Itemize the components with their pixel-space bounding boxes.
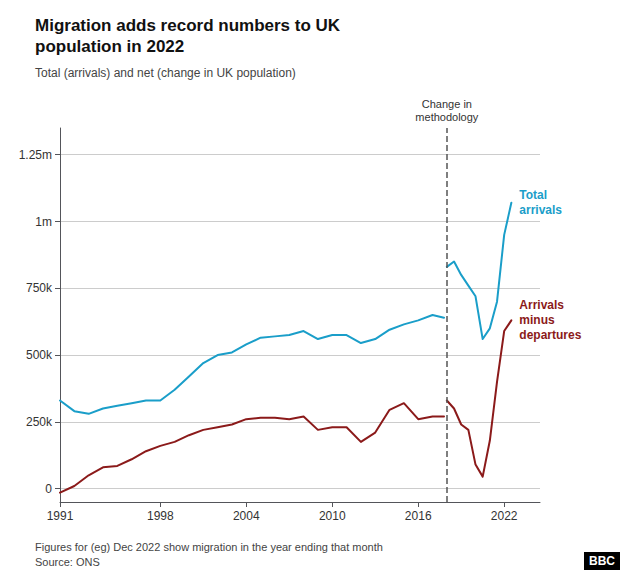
svg-text:Arrivals: Arrivals <box>519 298 564 312</box>
svg-text:methodology: methodology <box>415 111 478 123</box>
svg-text:BBC: BBC <box>589 554 615 568</box>
svg-text:minus: minus <box>519 313 555 327</box>
svg-text:0: 0 <box>45 482 52 496</box>
svg-text:departures: departures <box>519 328 581 342</box>
svg-text:1.25m: 1.25m <box>19 148 52 162</box>
svg-text:750k: 750k <box>26 281 53 295</box>
svg-text:250k: 250k <box>26 415 53 429</box>
svg-text:1991: 1991 <box>47 509 74 523</box>
svg-text:1998: 1998 <box>147 509 174 523</box>
svg-text:arrivals: arrivals <box>519 203 562 217</box>
svg-text:Migration adds record numbers: Migration adds record numbers to UK <box>35 16 341 35</box>
svg-text:population in 2022: population in 2022 <box>35 37 184 56</box>
svg-text:Change in: Change in <box>422 98 472 110</box>
svg-text:2010: 2010 <box>319 509 346 523</box>
svg-text:2022: 2022 <box>491 509 518 523</box>
svg-text:Total (arrivals) and net (chan: Total (arrivals) and net (change in UK p… <box>35 66 296 80</box>
svg-text:Total: Total <box>519 188 547 202</box>
svg-text:2016: 2016 <box>405 509 432 523</box>
svg-text:500k: 500k <box>26 348 53 362</box>
svg-text:1m: 1m <box>35 215 52 229</box>
svg-text:Figures for (eg) Dec 2022 show: Figures for (eg) Dec 2022 show migration… <box>35 541 383 553</box>
svg-text:2004: 2004 <box>233 509 260 523</box>
svg-text:Source: ONS: Source: ONS <box>35 556 100 568</box>
